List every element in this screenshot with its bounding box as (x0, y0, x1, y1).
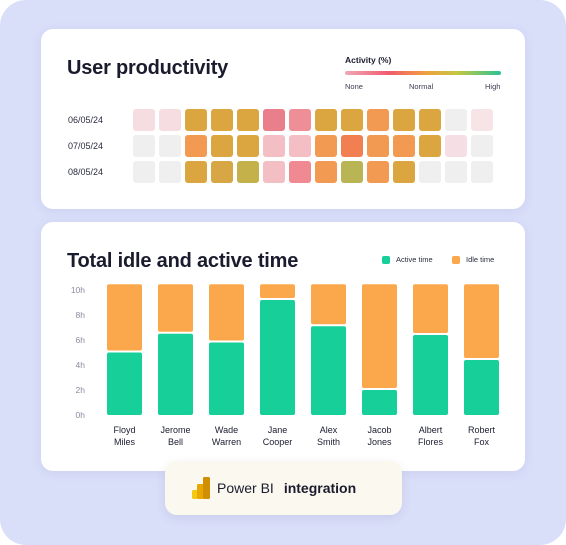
heatmap-cell (367, 109, 389, 131)
x-category-label: Alex Smith (317, 425, 340, 447)
heatmap-cell (393, 109, 415, 131)
legend-idle-time: Idle time (452, 255, 494, 264)
bar-idle-time (413, 284, 448, 333)
idle-active-title: Total idle and active time (67, 250, 299, 272)
heatmap-cell (211, 161, 233, 183)
activity-gradient-bar (345, 71, 501, 75)
heatmap-cell (211, 135, 233, 157)
heatmap-cell (367, 161, 389, 183)
badge-integration-text: integration (283, 480, 357, 496)
heatmap-cell (159, 109, 181, 131)
heatmap-cell (289, 109, 311, 131)
bar-idle-time (311, 284, 346, 325)
idle-active-card: Total idle and active time Active time I… (41, 222, 525, 471)
bar-idle-time (209, 284, 244, 341)
y-tick-label: 6h (76, 335, 86, 345)
heatmap-cell (315, 135, 337, 157)
x-category-label: Albert Flores (418, 425, 444, 447)
bar-active-time (311, 326, 346, 415)
heatmap-cell (471, 109, 493, 131)
heatmap-cell (419, 161, 441, 183)
bar-active-time (158, 333, 193, 415)
legend-active-label: Active time (396, 255, 433, 264)
heatmap-cell (445, 161, 467, 183)
badge-brand-text: Power BI (217, 480, 274, 496)
y-tick-label: 8h (76, 310, 86, 320)
user-productivity-card: User productivity Activity (%) None Norm… (41, 29, 525, 209)
heatmap-cell (341, 109, 363, 131)
legend-active-time: Active time (382, 255, 433, 264)
bar-idle-time (362, 284, 397, 388)
bar-idle-time (260, 284, 295, 298)
heatmap-cell (237, 161, 259, 183)
heatmap-cell (263, 135, 285, 157)
bar-active-time (464, 360, 499, 415)
activity-level-none: None (345, 82, 363, 91)
heatmap-cell (471, 161, 493, 183)
heatmap-cell (315, 161, 337, 183)
heatmap-cell (445, 109, 467, 131)
bar-idle-time (464, 284, 499, 358)
y-tick-label: 0h (76, 410, 86, 420)
heatmap-cell (419, 135, 441, 157)
power-bi-logo-icon (192, 477, 210, 499)
heatmap-cell (315, 109, 337, 131)
y-tick-label: 2h (76, 385, 86, 395)
activity-level-high: High (485, 82, 501, 91)
power-bi-integration-badge: Power BI integration (165, 461, 402, 515)
heatmap-cell (263, 109, 285, 131)
heatmap-cell (211, 109, 233, 131)
heatmap-cell (237, 109, 259, 131)
heatmap-cell (185, 161, 207, 183)
heatmap-cell (393, 161, 415, 183)
legend-idle-swatch (452, 255, 460, 264)
heatmap-cell (289, 135, 311, 157)
bar-active-time (362, 390, 397, 415)
heatmap-cell (185, 109, 207, 131)
heatmap-cell (341, 161, 363, 183)
heatmap-cell (133, 109, 155, 131)
heatmap-cell (133, 161, 155, 183)
heatmap-cell (419, 109, 441, 131)
bar-idle-time (107, 284, 142, 351)
heatmap-cell (341, 135, 363, 157)
heatmap-cell (445, 135, 467, 157)
heatmap-cell (133, 135, 155, 157)
bar-idle-time (158, 284, 193, 332)
heatmap-cell (159, 135, 181, 157)
legend-idle-label: Idle time (466, 255, 495, 264)
bar-active-time (107, 352, 142, 415)
bar-active-time (413, 335, 448, 415)
heatmap-date-label: 08/05/24 (68, 167, 104, 177)
heatmap-cell (289, 161, 311, 183)
activity-level-normal: Normal (409, 82, 434, 91)
activity-legend: Activity (%) None Normal High (345, 55, 501, 95)
x-category-label: Floyd Miles (113, 425, 135, 447)
heatmap-date-label: 07/05/24 (68, 141, 104, 151)
x-category-label: Jacob Jones (367, 425, 392, 447)
heatmap-cell (393, 135, 415, 157)
y-tick-label: 10h (71, 285, 85, 295)
activity-legend-title: Activity (%) (345, 55, 392, 65)
heatmap-cell (367, 135, 389, 157)
heatmap-cell (471, 135, 493, 157)
legend-active-swatch (382, 255, 390, 264)
bar-active-time (209, 342, 244, 415)
y-tick-label: 4h (76, 360, 86, 370)
bar-active-time (260, 300, 295, 415)
stacked-bar-chart: 0h 2h 4h 6h 8h 10h Floyd Miles Jerome Bell Wade War… (71, 284, 499, 447)
heatmap-cell (159, 161, 181, 183)
x-category-label: Jerome Bell (160, 425, 190, 447)
heatmap-cell (185, 135, 207, 157)
heatmap-date-label: 06/05/24 (68, 115, 104, 125)
x-category-label: Robert Fox (468, 425, 496, 447)
heatmap-cell (237, 135, 259, 157)
user-productivity-title: User productivity (67, 57, 229, 79)
x-category-label: Jane Cooper (263, 425, 293, 447)
x-category-label: Wade Warren (212, 425, 241, 447)
heatmap-cell (263, 161, 285, 183)
